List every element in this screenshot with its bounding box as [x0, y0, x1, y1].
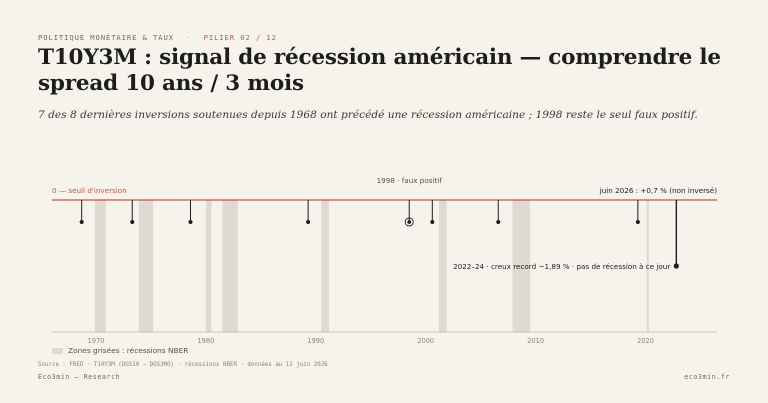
- recession-layer: [94, 200, 649, 332]
- annotation-layer: 0 — seuil d'inversion 1998 · faux positif…: [52, 176, 717, 271]
- inversion-marker: [79, 220, 84, 224]
- record-annotation: 2022–24 · creux record −1,89 % · pas de …: [453, 262, 670, 271]
- inversion-marker: [430, 220, 435, 224]
- x-tick-label: 2010: [527, 337, 544, 345]
- page-title: T10Y3M : signal de récession américain —…: [38, 45, 721, 96]
- legend: Zones grisées : récessions NBER: [52, 346, 188, 355]
- x-tick-label: 2000: [417, 337, 434, 345]
- pillar-label: PILIER 02 / 12: [203, 33, 277, 42]
- recession-band: [94, 200, 106, 332]
- x-tick-label: 1990: [307, 337, 324, 345]
- recession-band: [205, 200, 212, 332]
- inversion-marker: [306, 220, 311, 224]
- x-tick-label: 1980: [197, 337, 214, 345]
- current-value-annotation: juin 2026 : +0,7 % (non inversé): [599, 186, 717, 195]
- recession-band: [321, 200, 329, 332]
- legend-recession-label: Zones grisées : récessions NBER: [68, 346, 189, 355]
- category-label: POLITIQUE MONÉTAIRE & TAUX: [38, 33, 174, 42]
- site-link[interactable]: eco3min.fr: [684, 373, 730, 381]
- recession-band: [438, 200, 447, 332]
- kicker-separator: ·: [186, 33, 192, 42]
- false-positive-ring: [404, 217, 414, 227]
- brand-label: Eco3min — Research: [38, 373, 121, 381]
- recession-band: [512, 200, 531, 332]
- legend-swatch: [52, 347, 63, 354]
- recession-band: [222, 200, 238, 332]
- page-subtitle: 7 des 8 dernières inversions soutenues d…: [38, 109, 698, 121]
- kicker: POLITIQUE MONÉTAIRE & TAUX · PILIER 02 /…: [38, 33, 277, 42]
- x-tick-label: 1970: [88, 337, 105, 345]
- inversion-marker: [188, 220, 193, 224]
- x-tick-label: 2020: [637, 337, 654, 345]
- threshold-label: 0 — seuil d'inversion: [52, 186, 127, 195]
- source-note: Source : FRED · T10Y3M (DGS10 − DGS3MO) …: [38, 362, 328, 368]
- inversion-marker: [407, 220, 412, 224]
- inversion-marker: [496, 220, 501, 224]
- inversion-marker: [673, 263, 679, 269]
- inversion-marker: [130, 220, 135, 224]
- axis-layer: 1970 1980 1990 2000 2010 2020: [52, 199, 717, 345]
- recession-band: [646, 200, 649, 332]
- false-positive-annotation: 1998 · faux positif: [377, 176, 443, 185]
- inversion-marker: [635, 220, 640, 224]
- recession-band: [138, 200, 154, 332]
- inversion-layer: [79, 200, 679, 269]
